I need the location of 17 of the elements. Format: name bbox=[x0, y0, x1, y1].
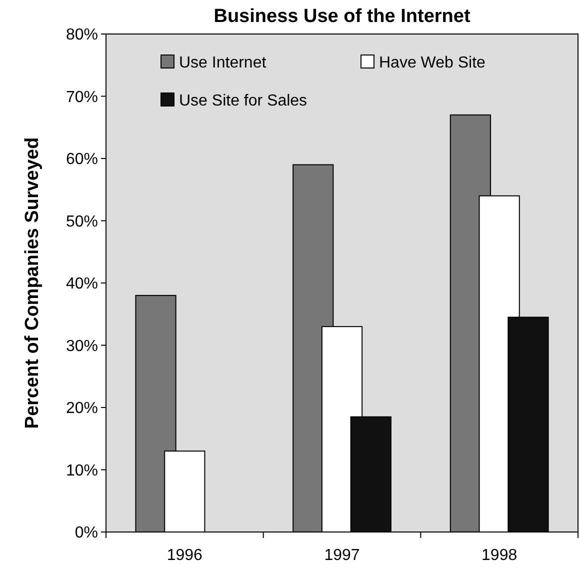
x-tick-label: 1996 bbox=[166, 547, 203, 564]
y-axis-title: Percent of Companies Surveyed bbox=[22, 137, 43, 429]
y-tick-label: 30% bbox=[66, 338, 98, 355]
chart-title: Business Use of the Internet bbox=[214, 6, 471, 27]
y-tick-label: 60% bbox=[66, 151, 98, 168]
y-tick-label: 20% bbox=[66, 400, 98, 418]
y-tick-label: 80% bbox=[66, 26, 98, 44]
legend-label: Use Site for Sales bbox=[179, 92, 308, 110]
y-tick-label: 10% bbox=[66, 462, 98, 480]
x-tick-label: 1998 bbox=[482, 547, 518, 564]
y-tick-label: 50% bbox=[66, 213, 98, 230]
y-tick-label: 0% bbox=[74, 524, 98, 542]
y-tick-label: 40% bbox=[66, 276, 98, 293]
legend-label: Have Web Site bbox=[379, 54, 486, 72]
legend-label: Use Internet bbox=[179, 54, 267, 72]
y-tick-label: 70% bbox=[66, 88, 98, 106]
x-tick-label: 1997 bbox=[324, 547, 360, 564]
